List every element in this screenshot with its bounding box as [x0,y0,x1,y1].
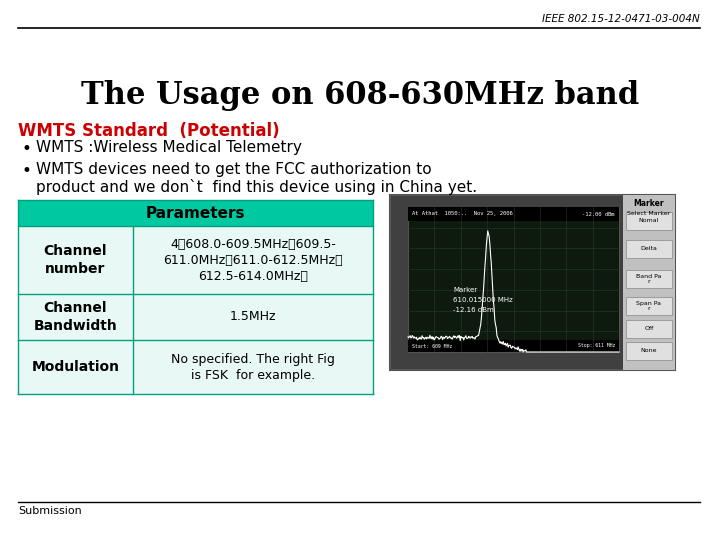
FancyBboxPatch shape [626,212,672,230]
Text: IEEE 802.15-12-0471-03-004N: IEEE 802.15-12-0471-03-004N [542,14,700,24]
Text: Stop: 611 MHz: Stop: 611 MHz [577,343,615,348]
Text: Off: Off [644,327,654,332]
FancyBboxPatch shape [18,340,373,394]
FancyBboxPatch shape [390,195,675,370]
Text: Span Pa
r: Span Pa r [636,301,662,312]
FancyBboxPatch shape [18,294,373,340]
FancyBboxPatch shape [18,200,373,226]
Text: 4（608.0-609.5MHz、609.5-
611.0MHz、611.0-612.5MHz、
612.5-614.0MHz）: 4（608.0-609.5MHz、609.5- 611.0MHz、611.0-6… [163,238,343,282]
Text: 610.015000 MHz: 610.015000 MHz [453,297,513,303]
Text: Select Marker: Select Marker [627,211,670,216]
Text: Marker: Marker [453,287,477,293]
Text: Start: 609 MHz: Start: 609 MHz [412,343,452,348]
FancyBboxPatch shape [408,207,619,352]
Text: •: • [22,140,32,158]
Text: Band Pa
r: Band Pa r [636,274,662,285]
Text: 1.5MHz: 1.5MHz [230,310,276,323]
FancyBboxPatch shape [626,297,672,315]
Text: Modulation: Modulation [32,360,120,374]
Text: WMTS :Wireless Medical Telemetry: WMTS :Wireless Medical Telemetry [36,140,302,155]
Text: Channel
Bandwidth: Channel Bandwidth [34,301,117,333]
Text: Parameters: Parameters [145,206,246,220]
FancyBboxPatch shape [626,320,672,338]
Text: None: None [641,348,657,354]
Text: WMTS devices need to get the FCC authorization to: WMTS devices need to get the FCC authori… [36,162,431,177]
Text: Nomal: Nomal [639,219,660,224]
FancyBboxPatch shape [626,240,672,258]
Text: Submission: Submission [18,506,82,516]
Text: Channel
number: Channel number [44,244,107,276]
Text: Marker: Marker [634,199,665,208]
FancyBboxPatch shape [18,226,373,294]
Text: •: • [22,162,32,180]
Text: No specified. The right Fig
is FSK  for example.: No specified. The right Fig is FSK for e… [171,353,335,381]
Text: The Usage on 608-630MHz band: The Usage on 608-630MHz band [81,80,639,111]
FancyBboxPatch shape [408,340,619,352]
Text: Delta: Delta [641,246,657,252]
Text: At Athat  1050:..  Nov 25, 2006: At Athat 1050:.. Nov 25, 2006 [412,212,513,217]
FancyBboxPatch shape [626,342,672,360]
FancyBboxPatch shape [623,195,675,370]
Text: -12.00 dBm: -12.00 dBm [582,212,615,217]
Text: WMTS Standard  (Potential): WMTS Standard (Potential) [18,122,279,140]
Text: product and we don`t  find this device using in China yet.: product and we don`t find this device us… [36,179,477,195]
FancyBboxPatch shape [626,270,672,288]
FancyBboxPatch shape [408,207,619,221]
Text: -12.16 dBm: -12.16 dBm [453,307,494,313]
